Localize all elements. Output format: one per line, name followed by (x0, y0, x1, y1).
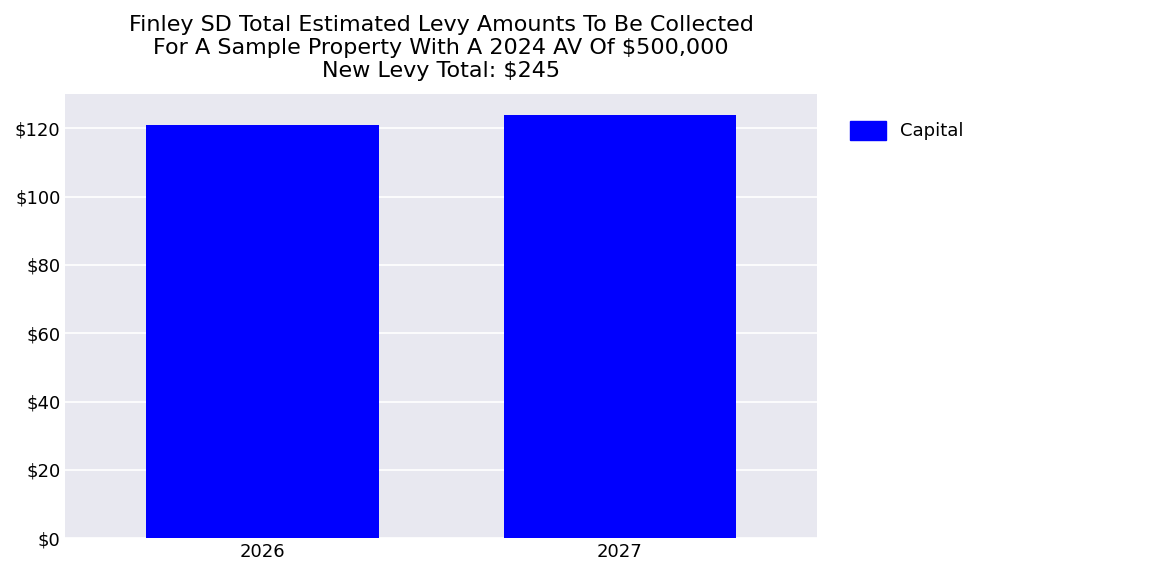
Legend: Capital: Capital (841, 112, 973, 149)
Bar (146, 125, 379, 538)
Title: Finley SD Total Estimated Levy Amounts To Be Collected
For A Sample Property Wit: Finley SD Total Estimated Levy Amounts T… (129, 15, 753, 81)
Bar (503, 115, 736, 538)
